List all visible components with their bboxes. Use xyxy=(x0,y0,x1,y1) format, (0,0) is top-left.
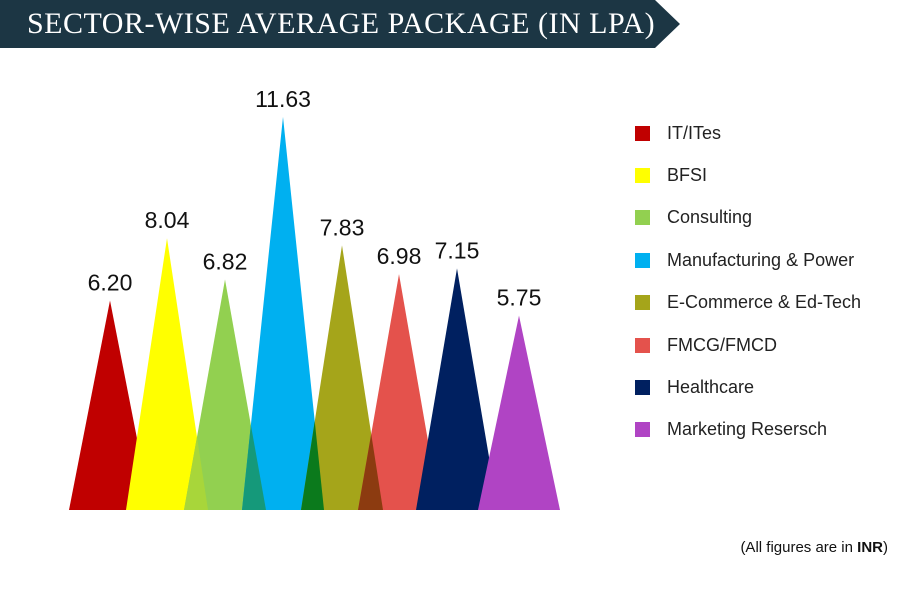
footnote: (All figures are in INR) xyxy=(740,539,888,556)
legend-label: Healthcare xyxy=(667,377,755,398)
legend-swatch xyxy=(635,337,650,353)
value-label: 8.04 xyxy=(145,207,190,233)
value-label: 5.75 xyxy=(497,285,542,311)
legend-item: BFSI xyxy=(635,154,895,196)
title-banner xyxy=(0,0,680,48)
legend-swatch xyxy=(635,295,650,311)
legend-label: Marketing Resersch xyxy=(667,419,828,440)
footnote-suffix: ) xyxy=(883,539,888,556)
bar-overlap-4 xyxy=(301,421,324,510)
legend-item: Marketing Resersch xyxy=(635,409,895,451)
bar-e-commerce-ed-tech xyxy=(301,245,383,510)
value-label: 7.15 xyxy=(435,237,480,263)
legend-item: IT/ITes xyxy=(635,112,895,154)
legend-swatch xyxy=(635,380,650,396)
legend-item: E-Commerce & Ed-Tech xyxy=(635,282,895,324)
value-label: 11.63 xyxy=(255,86,311,112)
legend-label: BFSI xyxy=(667,165,708,186)
footnote-currency: INR xyxy=(857,539,883,556)
legend-label: Consulting xyxy=(667,207,753,228)
legend-label: IT/ITes xyxy=(667,122,722,143)
value-label: 6.82 xyxy=(203,248,248,274)
legend-swatch xyxy=(635,168,650,184)
legend-label: FMCG/FMCD xyxy=(667,334,777,355)
bar-overlap-5 xyxy=(358,433,383,510)
value-label: 6.20 xyxy=(88,269,133,295)
bar-overlap-2 xyxy=(184,436,208,510)
value-label: 6.98 xyxy=(377,243,422,269)
chart-title: SECTOR-WISE AVERAGE PACKAGE (IN LPA) xyxy=(27,7,656,40)
legend-swatch xyxy=(635,210,650,226)
bar-it-ites xyxy=(69,300,151,510)
legend-swatch xyxy=(635,422,650,438)
value-label: 7.83 xyxy=(320,214,365,240)
bar-fmcg-fmcd xyxy=(358,274,440,510)
legend-item: FMCG/FMCD xyxy=(635,324,895,366)
legend-item: Manufacturing & Power xyxy=(635,239,895,281)
legend-item: Consulting xyxy=(635,197,895,239)
legend-swatch xyxy=(635,252,650,268)
bar-marketing-resersch xyxy=(478,315,560,510)
legend: IT/ITes BFSI Consulting Manufacturing & Pow… xyxy=(635,112,895,451)
bar-manufacturing-power xyxy=(242,116,324,510)
footnote-prefix: (All figures are in xyxy=(740,539,858,556)
bar-overlap-3 xyxy=(242,424,266,510)
bar-bfsi xyxy=(126,238,208,511)
legend-swatch xyxy=(635,125,650,141)
legend-item: Healthcare xyxy=(635,366,895,408)
legend-label: E-Commerce & Ed-Tech xyxy=(667,292,862,313)
bar-healthcare xyxy=(416,268,498,510)
bar-consulting xyxy=(184,279,266,510)
legend-label: Manufacturing & Power xyxy=(667,249,855,270)
